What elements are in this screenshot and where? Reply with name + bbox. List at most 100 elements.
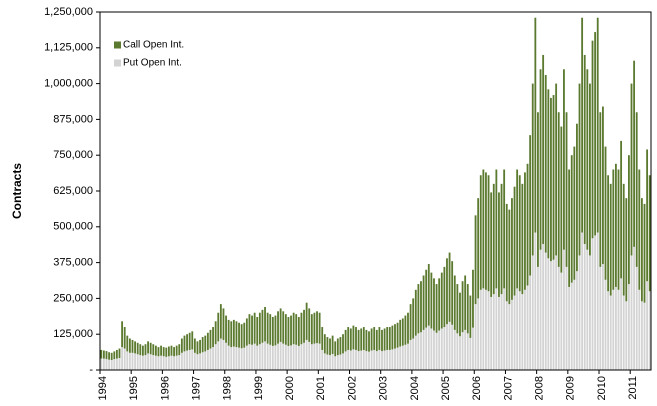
bar-segment [248,314,251,345]
bar-segment [235,347,238,370]
bar-segment [214,321,217,345]
bar-segment [648,175,651,292]
bar-segment [128,352,131,370]
bar-segment [180,352,183,370]
bar-segment [331,335,334,354]
x-tick-label: 2011 [627,376,639,400]
bar-segment [173,356,175,370]
bar-segment [162,356,165,370]
y-tick-label: 875,000 [53,113,93,125]
bar-segment [630,255,633,370]
bar-segment [300,312,303,345]
bar-segment [329,355,331,370]
bar-segment [287,317,290,346]
bar-segment [261,342,264,370]
bar-segment [518,291,521,370]
bar-segment [235,321,238,348]
bar-segment [373,349,376,370]
bar-segment [607,291,610,370]
bar-segment [414,335,417,370]
bar-segment [287,345,290,370]
bar-segment [505,301,508,370]
bar-segment [409,304,412,340]
bar-segment [490,296,493,370]
bar-segment [630,83,633,256]
bar-segment [466,284,469,334]
bar-segment [191,349,194,370]
bar-segment [474,215,477,305]
x-tick-label: 2003 [378,376,390,400]
bar-segment [222,339,225,370]
bar-segment [505,203,508,302]
x-tick-label: 1995 [128,376,140,400]
bar-segment [292,344,295,370]
bar-segment [261,309,264,343]
bar-segment [565,266,568,370]
bar-segment [342,334,344,354]
bar-segment [170,345,173,356]
bar-segment [160,355,162,370]
bar-segment [295,314,298,345]
bar-segment [271,345,274,370]
bar-segment [456,333,459,370]
bar-segment [557,112,560,267]
bar-segment [560,272,563,370]
bar-segment [253,312,256,344]
bar-segment [217,341,220,370]
bar-segment [362,349,365,370]
bar-segment [511,198,513,300]
bar-segment [391,325,394,350]
bar-segment [485,289,487,370]
bar-segment [513,186,516,296]
bar-segment [412,338,415,370]
bar-segment [583,243,586,370]
y-axis-title: Contracts [10,163,24,219]
bar-segment [459,292,461,337]
y-tick-label: 1,125,000 [44,42,93,54]
bar-segment [282,311,285,344]
bar-segment [126,335,129,352]
bar-segment [167,356,170,370]
x-tick-label: 2006 [471,376,483,400]
bar-segment [529,135,532,276]
bar-segment [534,232,537,370]
bar-segment [513,295,516,370]
bar-segment [477,198,480,299]
bar-segment [607,175,610,292]
bar-segment [149,342,152,355]
bar-segment [578,255,581,370]
bar-segment [258,344,261,370]
bar-segment [303,309,305,343]
bar-segment [537,112,539,267]
bar-segment [451,324,454,370]
bar-segment [589,255,591,370]
bar-segment [422,275,425,330]
bar-segment [500,183,503,295]
bar-segment [396,322,399,348]
bar-segment [352,325,355,350]
bar-segment [347,327,350,350]
bar-segment [552,259,555,370]
bar-segment [316,343,318,370]
y-tick-label: 1,250,000 [44,6,93,18]
bar-segment [381,329,383,352]
bar-segment [640,198,643,302]
bar-segment [248,344,251,370]
bar-segment [383,350,386,370]
bar-segment [152,355,155,370]
bar-segment [451,261,454,325]
bar-segment [599,266,602,370]
bar-segment [596,17,599,233]
bar-segment [417,284,420,334]
bar-segment [349,350,352,370]
bar-segment [401,318,404,346]
x-tick-label: 2001 [315,376,327,400]
bar-segment [503,288,506,370]
bar-segment [209,348,212,370]
bar-segment [456,284,459,334]
x-tick-label: 2009 [565,376,577,400]
bar-segment [622,183,625,296]
bar-segment [388,349,391,370]
bar-segment [516,169,519,289]
